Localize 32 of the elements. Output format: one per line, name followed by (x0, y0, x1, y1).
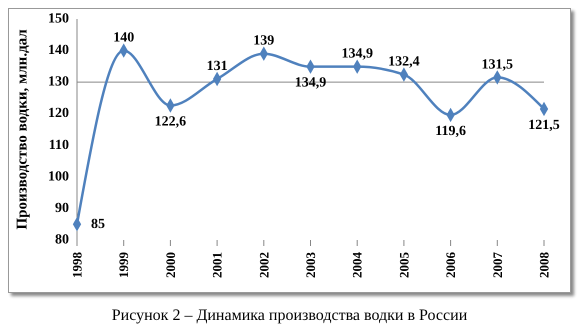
x-tick-label: 2000 (162, 252, 178, 278)
data-label: 134,9 (294, 76, 326, 91)
data-label: 132,4 (388, 54, 420, 70)
x-tick-label: 2008 (536, 252, 552, 278)
y-axis-title: Производство водки, млн.дал (14, 28, 30, 230)
y-tick-label: 100 (48, 169, 69, 184)
y-tick-label: 130 (48, 74, 69, 90)
data-label: 85 (91, 217, 105, 232)
x-tick-label: 1999 (116, 252, 132, 278)
data-label: 134,9 (341, 46, 373, 62)
y-tick-label: 120 (48, 106, 69, 122)
x-tick-label: 2006 (443, 252, 458, 278)
y-tick-label: 140 (48, 43, 69, 58)
data-label: 121,5 (528, 118, 560, 133)
x-tick-label: 1998 (70, 252, 84, 278)
data-label: 122,6 (154, 114, 186, 130)
data-label: 140 (113, 30, 134, 46)
data-label: 131,5 (482, 57, 514, 72)
x-tick-label: 2001 (210, 252, 225, 278)
y-tick-label: 150 (48, 12, 69, 26)
text: Рисунок 2 – Динамика производства водки в России (110, 307, 468, 325)
x-tick-label: 2004 (350, 252, 365, 278)
data-label: 119,6 (435, 124, 466, 139)
y-tick-label: 110 (48, 138, 69, 153)
y-tick-label: 90 (55, 200, 69, 216)
y-tick-label: 80 (55, 232, 69, 248)
data-label: 131 (206, 58, 228, 74)
x-tick-label: 2005 (396, 252, 412, 278)
x-tick-label: 2007 (490, 252, 505, 278)
data-label: 139 (253, 34, 274, 49)
x-tick-label: 2002 (256, 252, 272, 278)
x-tick-label: 2003 (303, 252, 318, 278)
